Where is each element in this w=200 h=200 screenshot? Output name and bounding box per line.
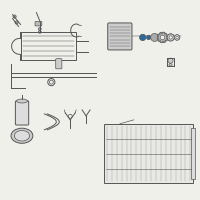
FancyBboxPatch shape bbox=[15, 101, 29, 125]
Circle shape bbox=[176, 36, 178, 39]
FancyBboxPatch shape bbox=[108, 23, 132, 50]
Circle shape bbox=[160, 35, 165, 40]
Polygon shape bbox=[157, 32, 168, 43]
Ellipse shape bbox=[11, 128, 33, 143]
Circle shape bbox=[140, 34, 146, 41]
Circle shape bbox=[38, 30, 41, 33]
Bar bbox=[21, 32, 76, 60]
Ellipse shape bbox=[14, 130, 30, 141]
Circle shape bbox=[174, 35, 180, 40]
Circle shape bbox=[167, 34, 174, 41]
Bar bbox=[191, 128, 195, 179]
Circle shape bbox=[38, 28, 41, 30]
FancyBboxPatch shape bbox=[35, 22, 42, 26]
Bar bbox=[104, 124, 193, 183]
Circle shape bbox=[13, 15, 16, 18]
Ellipse shape bbox=[17, 99, 28, 103]
Circle shape bbox=[167, 34, 174, 41]
Circle shape bbox=[151, 33, 159, 41]
FancyBboxPatch shape bbox=[56, 59, 62, 69]
Circle shape bbox=[174, 35, 180, 40]
Circle shape bbox=[157, 32, 168, 43]
Circle shape bbox=[169, 36, 172, 39]
Circle shape bbox=[15, 21, 18, 24]
Circle shape bbox=[146, 35, 151, 40]
Circle shape bbox=[168, 58, 173, 63]
